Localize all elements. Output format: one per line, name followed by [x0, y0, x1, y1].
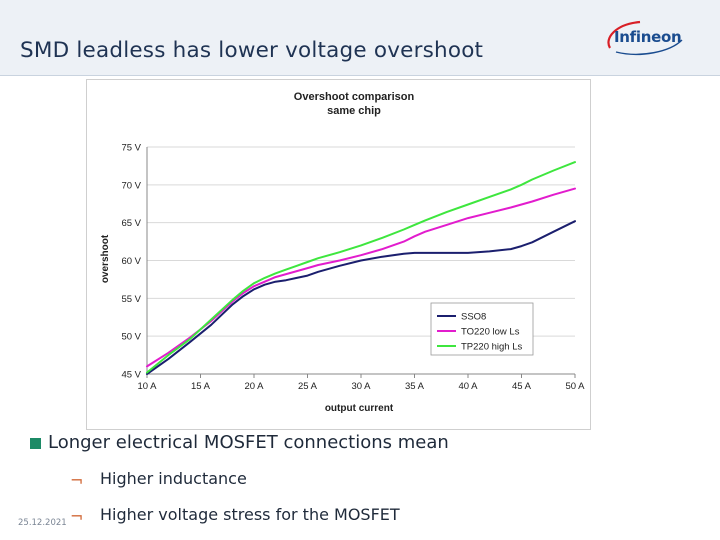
legend-label: SSO8: [461, 312, 486, 323]
slide-title: SMD leadless has lower voltage overshoot: [20, 38, 484, 63]
y-tick-label: 60 V: [121, 256, 141, 267]
title-divider: [0, 75, 720, 76]
x-axis-ticks: 10 A 15 A 20 A 25 A 30 A 35 A 40 A 45 A 50 A: [137, 381, 585, 392]
y-axis-label: overshoot: [100, 234, 111, 283]
chart-series: [146, 161, 576, 375]
x-tick-label: 15 A: [191, 381, 211, 392]
x-tick-label: 45 A: [512, 381, 532, 392]
series-line: [146, 161, 576, 374]
legend-label: TP220 high Ls: [461, 342, 523, 353]
series-line: [146, 220, 576, 375]
x-tick-label: 50 A: [565, 381, 585, 392]
y-axis-ticks: 45 V 50 V 55 V 60 V 65 V 70 V 75 V: [121, 143, 141, 381]
overshoot-chart: Overshoot comparison same chip 45 V 50 V 5…: [100, 91, 585, 414]
bullet-main: Longer electrical MOSFET connections mea…: [30, 432, 510, 458]
y-tick-label: 55 V: [121, 294, 141, 305]
logo-swoosh-icon: [607, 20, 683, 55]
x-tick-label: 30 A: [351, 381, 371, 392]
infineon-logo: Infineon: [600, 18, 686, 58]
sub-bullet-marker-icon: ¬: [70, 471, 84, 490]
y-tick-label: 45 V: [121, 370, 141, 381]
y-tick-label: 65 V: [121, 218, 141, 229]
footer-date: 25.12.2021: [18, 518, 67, 528]
sub-bullet-1: ¬ Higher inductance: [70, 469, 490, 493]
sub-bullet-text: Higher voltage stress for the MOSFET: [100, 505, 400, 524]
x-axis-label: output current: [325, 403, 394, 414]
sub-bullet-marker-icon: ¬: [70, 507, 84, 526]
y-tick-label: 75 V: [121, 143, 141, 154]
x-tick-label: 25 A: [298, 381, 318, 392]
logo-text: Infineon: [614, 28, 682, 46]
y-tick-label: 70 V: [121, 180, 141, 191]
x-tick-label: 10 A: [137, 381, 157, 392]
chart-subtitle: same chip: [327, 105, 381, 117]
chart-title: Overshoot comparison: [294, 91, 415, 103]
series-line: [146, 187, 576, 368]
bullet-main-text: Longer electrical MOSFET connections mea…: [48, 432, 449, 453]
sub-bullet-2: ¬ Higher voltage stress for the MOSFET: [70, 505, 490, 529]
chart-frame: Overshoot comparison same chip 45 V 50 V 5…: [86, 79, 591, 430]
y-tick-label: 50 V: [121, 332, 141, 343]
x-tick-label: 20 A: [244, 381, 264, 392]
legend-label: TO220 low Ls: [461, 327, 520, 338]
x-tick-label: 35 A: [405, 381, 425, 392]
sub-bullet-text: Higher inductance: [100, 469, 247, 488]
chart-legend: SSO8 TO220 low Ls TP220 high Ls: [430, 302, 534, 356]
bullet-square-icon: [30, 438, 41, 449]
x-tick-label: 40 A: [458, 381, 478, 392]
title-band: [0, 0, 720, 76]
